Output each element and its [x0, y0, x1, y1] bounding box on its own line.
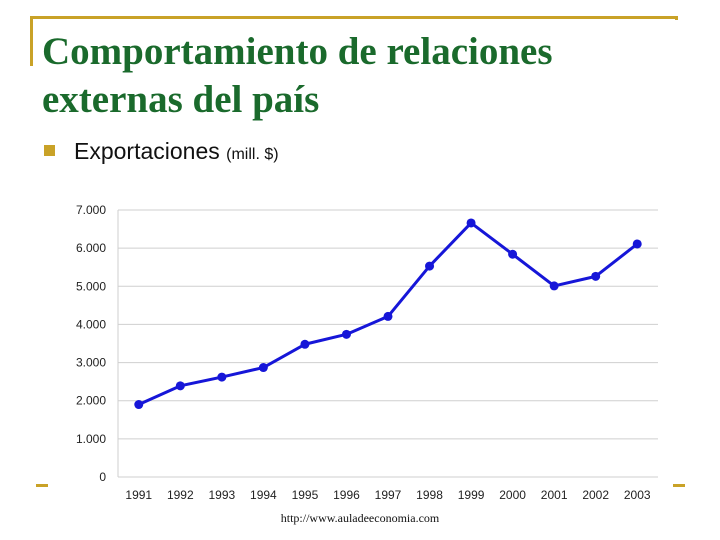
- x-tick-label: 2001: [541, 488, 568, 502]
- x-tick-label: 1993: [208, 488, 235, 502]
- chart-x-tick-labels: 1991 1992 1993 1994 1995 1996 1997 1998 1999 2000…: [125, 488, 650, 502]
- x-tick-label: 1998: [416, 488, 443, 502]
- frame-left-rule: [30, 16, 33, 66]
- x-tick-label: 1991: [125, 488, 152, 502]
- x-tick-label: 1997: [375, 488, 402, 502]
- chart-y-tick-labels: 0 1.000 2.000 3.000 4.000 5.000 6.000 7.000: [76, 203, 106, 484]
- data-point: [134, 400, 144, 410]
- y-tick-label: 2.000: [76, 394, 106, 408]
- y-tick-label: 7.000: [76, 203, 106, 217]
- x-tick-label: 2003: [624, 488, 651, 502]
- data-point: [383, 311, 393, 321]
- bullet-square-icon: [44, 145, 55, 156]
- data-point: [425, 261, 435, 271]
- frame-right-rule: [675, 16, 678, 20]
- bullet-text: Exportaciones (mill. $): [74, 136, 279, 170]
- y-tick-label: 3.000: [76, 356, 106, 370]
- x-tick-label: 2000: [499, 488, 526, 502]
- x-tick-label: 2002: [582, 488, 609, 502]
- data-point: [217, 372, 227, 382]
- bullet-unit-label: (mill. $): [226, 146, 279, 163]
- data-point: [466, 218, 476, 228]
- y-tick-label: 0: [99, 470, 106, 484]
- x-tick-label: 1995: [292, 488, 319, 502]
- data-point: [508, 249, 518, 259]
- slide-title-line2: externas del país: [42, 78, 320, 121]
- x-tick-label: 1999: [458, 488, 485, 502]
- bullet-main-label: Exportaciones: [74, 138, 220, 164]
- x-tick-label: 1994: [250, 488, 277, 502]
- data-point: [632, 239, 642, 249]
- data-point: [341, 329, 351, 339]
- frame-top-rule: [30, 16, 678, 19]
- data-point: [591, 271, 601, 281]
- y-tick-label: 1.000: [76, 432, 106, 446]
- data-point: [549, 281, 559, 291]
- y-tick-label: 5.000: [76, 279, 106, 293]
- x-tick-label: 1992: [167, 488, 194, 502]
- x-tick-label: 1996: [333, 488, 360, 502]
- chart-gridlines: [117, 209, 658, 478]
- data-point: [300, 339, 310, 349]
- y-tick-label: 6.000: [76, 241, 106, 255]
- data-point: [258, 363, 268, 373]
- chart-series: [134, 218, 642, 410]
- slide-title: Comportamiento de relaciones externas de…: [42, 28, 682, 124]
- footer-rule-right: [673, 484, 685, 487]
- data-point: [175, 381, 185, 391]
- slide-title-line1: Comportamiento de relaciones: [42, 30, 553, 73]
- source-url: http://www.auladeeconomia.com: [280, 511, 440, 525]
- y-tick-label: 4.000: [76, 317, 106, 331]
- footer-rule-left: [36, 484, 48, 487]
